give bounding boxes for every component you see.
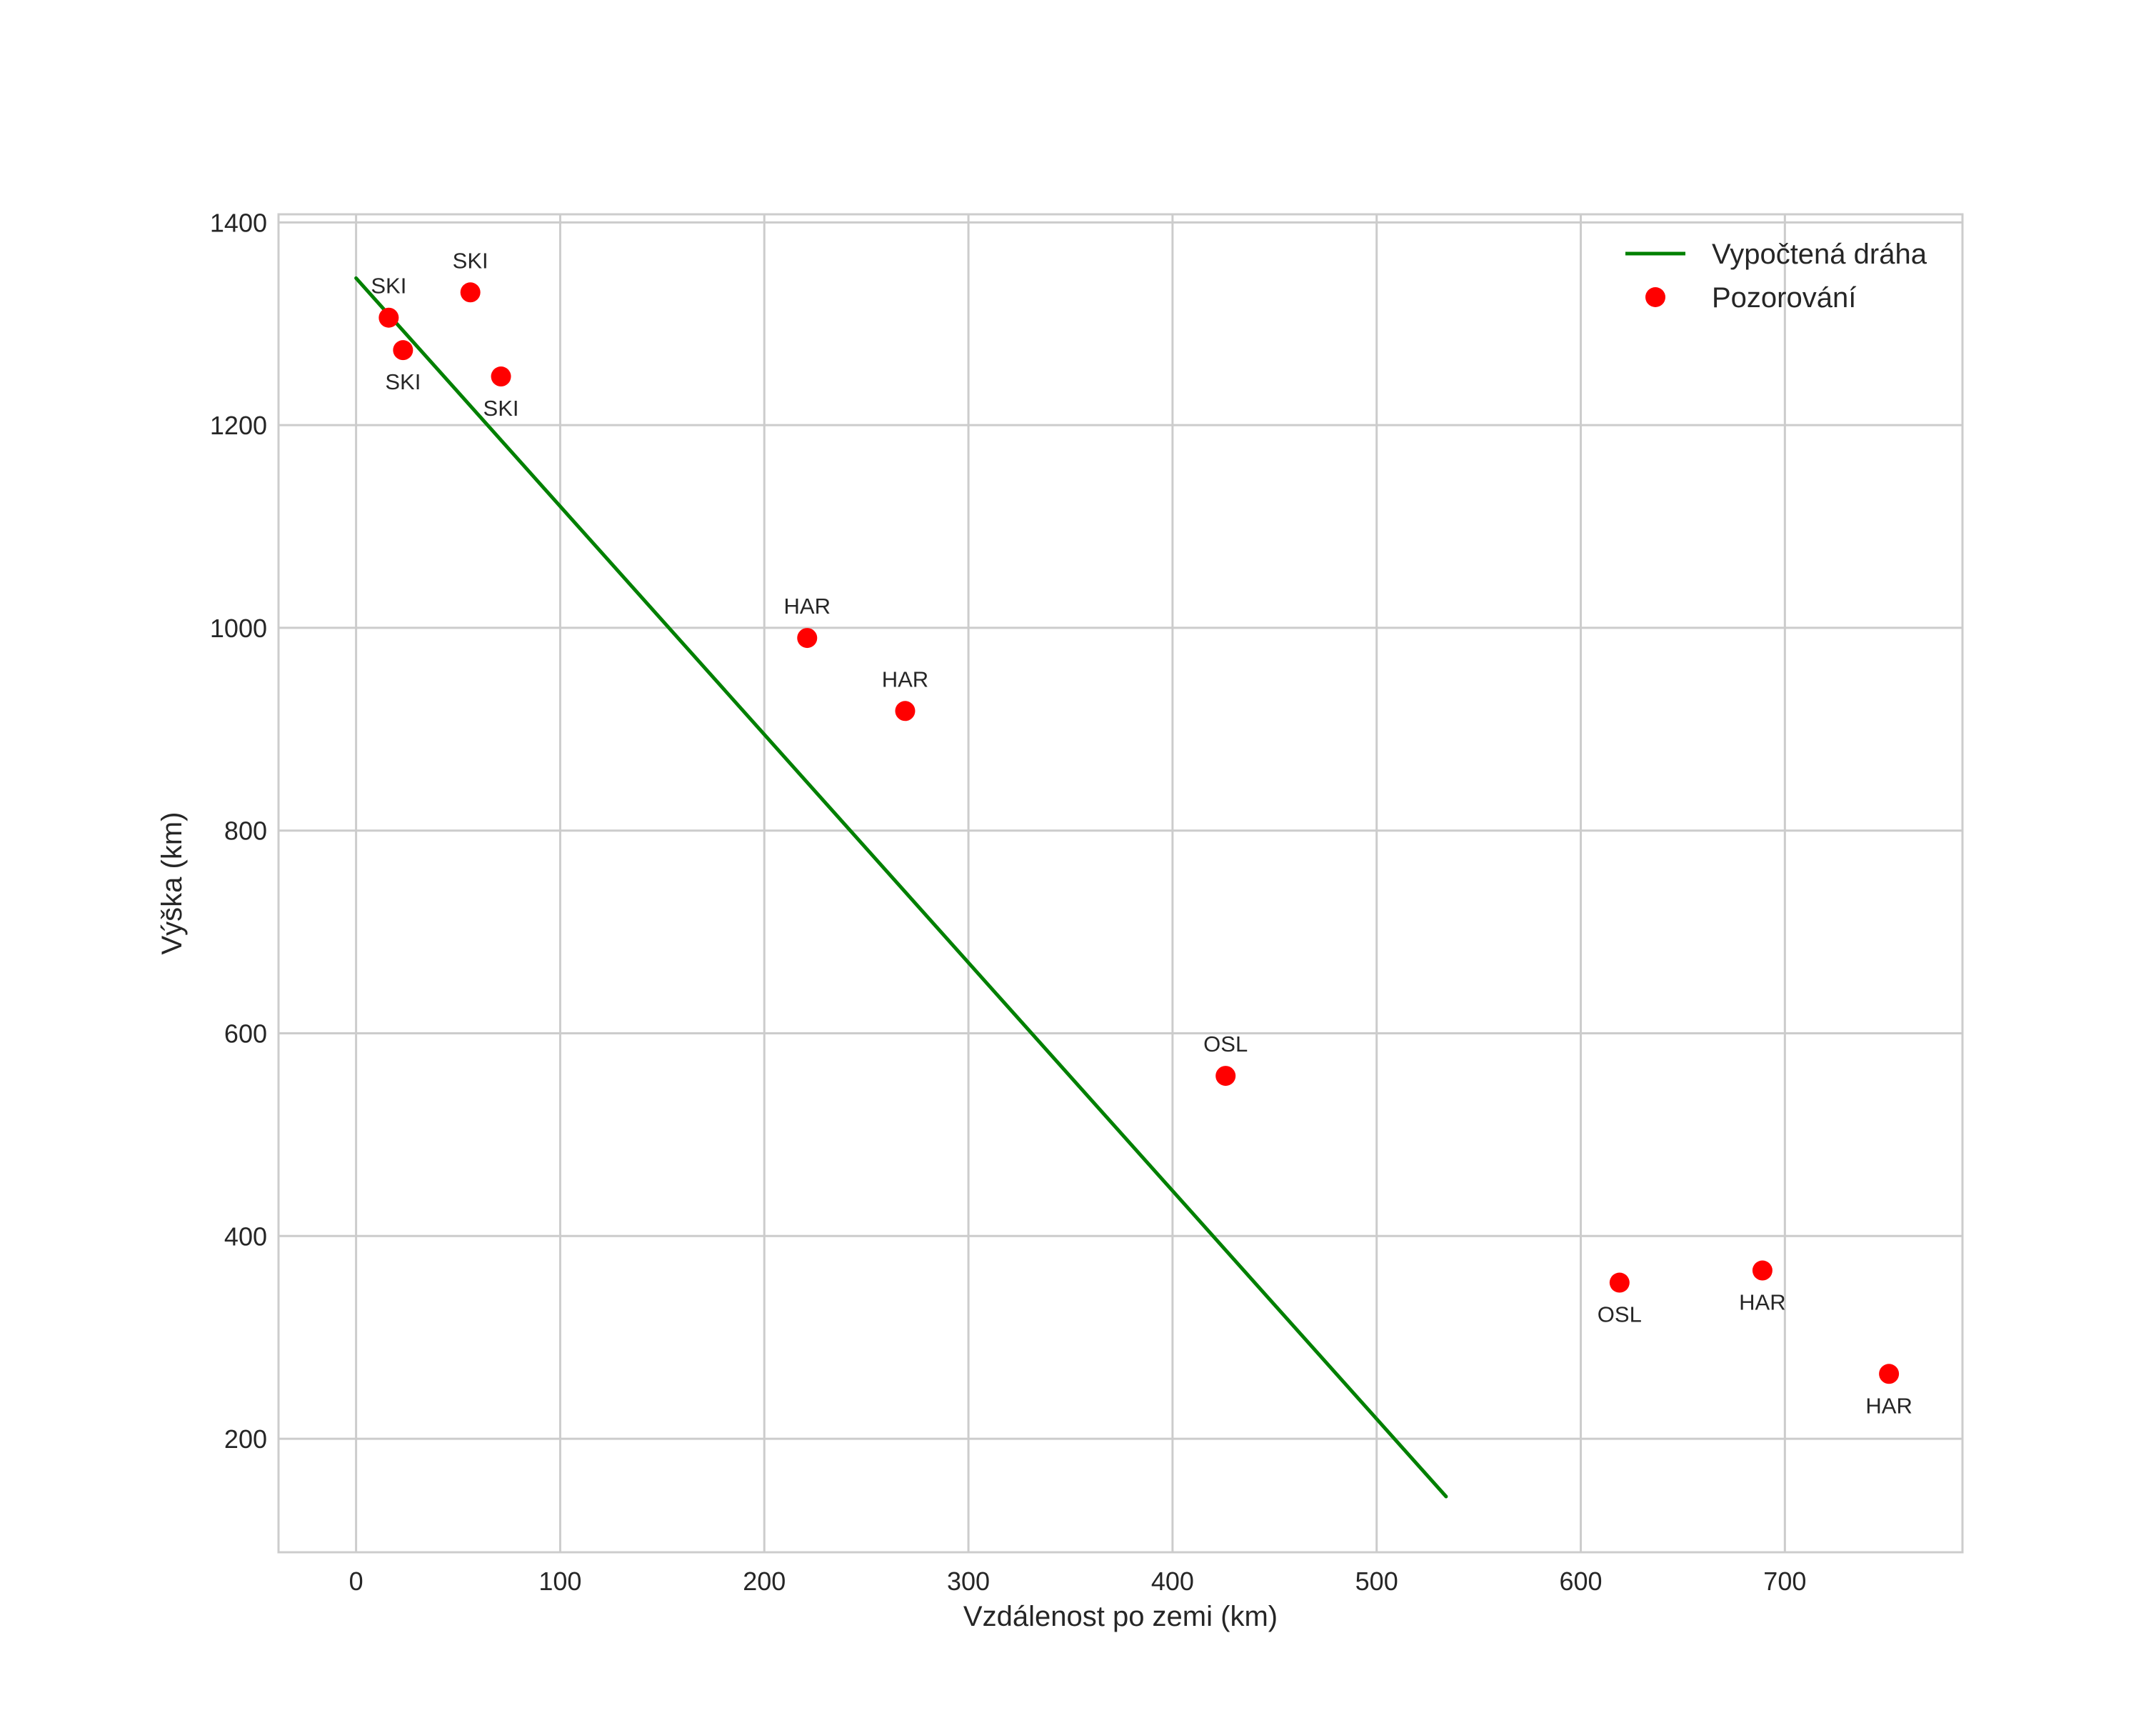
observation-point: [1879, 1364, 1900, 1384]
y-tick-label: 1000: [210, 614, 267, 643]
observation-label: HAR: [882, 666, 928, 691]
legend-point-label: Pozorování: [1712, 282, 1856, 314]
observation-label: SKI: [453, 248, 488, 273]
observation-point: [378, 307, 399, 328]
observation-point: [491, 366, 511, 387]
x-tick-label: 100: [538, 1567, 581, 1596]
y-axis-title: Výška (km): [156, 812, 188, 955]
observation-point: [797, 628, 818, 649]
observations-series: [378, 282, 1900, 1384]
observation-label: OSL: [1598, 1302, 1642, 1327]
x-tick-label: 400: [1151, 1567, 1194, 1596]
calculated-trajectory-series: [354, 276, 1448, 1499]
observation-labels: SKI SKI SKI SKI HAR HAR OSL OSL HAR HAR: [371, 248, 1912, 1418]
observation-point: [393, 340, 413, 361]
y-axis-ticks: 200 400 600 800 1000 1200 1400: [210, 208, 267, 1454]
x-axis-ticks: 0 100 200 300 400 500 600 700: [349, 1567, 1807, 1596]
grid-lines: [279, 214, 1962, 1552]
observation-label: HAR: [1739, 1290, 1785, 1315]
observation-label: SKI: [371, 274, 406, 299]
x-tick-label: 300: [947, 1567, 990, 1596]
y-tick-label: 400: [224, 1222, 267, 1251]
y-tick-label: 600: [224, 1019, 267, 1049]
y-tick-label: 1200: [210, 411, 267, 440]
y-tick-label: 1400: [210, 208, 267, 237]
legend-point-swatch: [1645, 287, 1665, 307]
observation-label: HAR: [784, 594, 831, 619]
x-axis-title: Vzdálenost po zemi (km): [963, 1601, 1278, 1632]
y-tick-label: 800: [224, 816, 267, 846]
trajectory-line: [354, 276, 1448, 1499]
legend-line-label: Vypočtená dráha: [1712, 239, 1927, 270]
observation-label: SKI: [385, 369, 421, 394]
observation-label: OSL: [1203, 1032, 1248, 1057]
legend: Vypočtená dráha Pozorování: [1625, 239, 1927, 314]
observation-point: [1609, 1272, 1630, 1293]
x-tick-label: 600: [1559, 1567, 1602, 1596]
y-tick-label: 200: [224, 1424, 267, 1454]
plot-frame: [277, 213, 1964, 1554]
observation-point: [1215, 1066, 1236, 1087]
x-tick-label: 500: [1355, 1567, 1398, 1596]
observation-label: HAR: [1865, 1393, 1912, 1418]
observation-point: [460, 282, 481, 303]
x-tick-label: 700: [1763, 1567, 1806, 1596]
x-tick-label: 200: [743, 1567, 786, 1596]
x-tick-label: 0: [349, 1567, 363, 1596]
observation-point: [1752, 1260, 1773, 1281]
observation-label: SKI: [483, 396, 519, 421]
observation-point: [895, 701, 916, 721]
